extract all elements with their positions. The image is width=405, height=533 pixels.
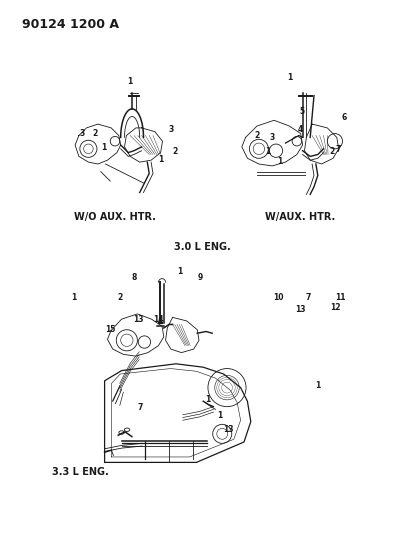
Text: 9: 9 <box>197 273 202 282</box>
Text: 2: 2 <box>254 132 260 141</box>
Text: 10: 10 <box>273 293 283 302</box>
Text: 15: 15 <box>105 326 115 335</box>
Text: 1: 1 <box>101 143 107 152</box>
Text: 2: 2 <box>173 148 178 157</box>
Text: 3.0 L ENG.: 3.0 L ENG. <box>174 242 230 252</box>
Text: 1: 1 <box>277 157 283 166</box>
Text: W/AUX. HTR.: W/AUX. HTR. <box>265 212 335 222</box>
Text: 11: 11 <box>335 294 345 303</box>
Text: 1: 1 <box>265 148 271 157</box>
Text: 90124 1200 A: 90124 1200 A <box>22 18 119 31</box>
Text: 1: 1 <box>205 395 211 405</box>
Text: 1: 1 <box>217 410 223 419</box>
Text: 3: 3 <box>269 133 275 142</box>
Text: 13: 13 <box>133 316 143 325</box>
Text: 1: 1 <box>315 381 321 390</box>
Text: 14: 14 <box>153 316 163 325</box>
Text: 1: 1 <box>71 294 77 303</box>
Text: 1: 1 <box>288 74 293 83</box>
Text: 1: 1 <box>158 156 164 165</box>
Text: 1: 1 <box>128 77 132 86</box>
Text: 3.3 L ENG.: 3.3 L ENG. <box>51 467 109 477</box>
Text: 2: 2 <box>329 148 335 157</box>
Text: 13: 13 <box>223 425 233 434</box>
Text: 7: 7 <box>335 146 341 155</box>
Text: 8: 8 <box>131 273 136 282</box>
Text: 7: 7 <box>137 403 143 413</box>
Text: 13: 13 <box>295 305 305 314</box>
Text: 2: 2 <box>117 294 123 303</box>
Text: 3: 3 <box>168 125 174 134</box>
Text: 6: 6 <box>341 114 347 123</box>
Text: 7: 7 <box>305 294 311 303</box>
Text: 2: 2 <box>92 128 98 138</box>
Text: 3: 3 <box>79 128 85 138</box>
Text: W/O AUX. HTR.: W/O AUX. HTR. <box>74 212 156 222</box>
Text: 4: 4 <box>297 125 303 134</box>
Text: 5: 5 <box>299 108 305 117</box>
Text: 12: 12 <box>330 303 340 312</box>
Text: 1: 1 <box>177 268 183 277</box>
